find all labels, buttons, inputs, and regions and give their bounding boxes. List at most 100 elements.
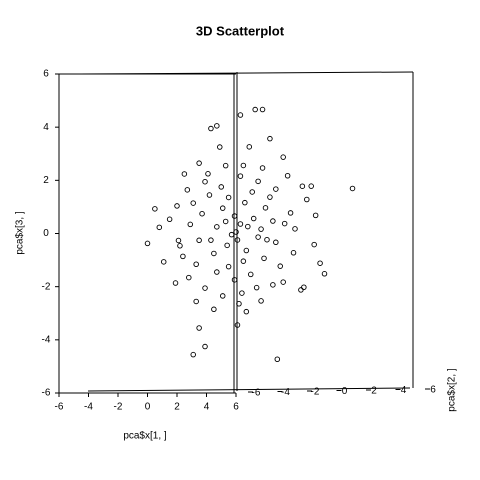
- z-tick-label: 4: [43, 122, 49, 133]
- point: [290, 250, 297, 256]
- y-axis-label: pca$x[2, ]: [447, 368, 458, 412]
- point: [225, 263, 232, 270]
- point: [174, 203, 180, 209]
- z-tick-label: -6: [42, 388, 51, 399]
- x-tick-label: -2: [114, 402, 123, 413]
- point: [205, 171, 211, 177]
- x-tick-label: -6: [55, 402, 64, 413]
- point: [190, 351, 196, 358]
- point: [259, 106, 266, 113]
- point: [234, 237, 241, 243]
- x-tick-label: 6: [233, 402, 239, 413]
- point: [308, 183, 314, 189]
- z-tick-label: 0: [43, 228, 49, 239]
- point: [181, 171, 188, 177]
- point: [273, 186, 279, 192]
- point: [214, 123, 220, 129]
- point: [317, 260, 323, 266]
- point: [156, 224, 163, 231]
- point: [196, 160, 202, 166]
- point: [287, 210, 294, 216]
- point: [255, 234, 261, 240]
- point: [321, 271, 328, 277]
- point: [273, 239, 279, 246]
- point: [187, 221, 194, 228]
- point: [214, 269, 220, 275]
- point: [193, 298, 199, 305]
- point: [245, 223, 251, 230]
- box-bottom-back: [87, 387, 411, 392]
- point: [277, 263, 284, 269]
- point: [231, 277, 238, 283]
- point: [224, 242, 230, 249]
- y-tick-label: 0: [342, 386, 348, 397]
- point: [196, 325, 202, 331]
- point: [292, 226, 298, 232]
- point: [217, 144, 223, 150]
- point: [222, 218, 229, 225]
- point: [247, 271, 254, 278]
- point: [284, 172, 291, 179]
- point: [202, 285, 208, 291]
- point: [242, 199, 248, 206]
- point: [193, 261, 199, 268]
- point: [152, 206, 158, 212]
- point: [261, 255, 267, 262]
- point: [298, 287, 304, 293]
- point: [252, 106, 258, 113]
- point: [270, 218, 276, 224]
- point: [280, 154, 286, 160]
- point: [196, 237, 202, 244]
- point: [219, 205, 226, 211]
- point: [184, 187, 191, 193]
- point: [231, 213, 238, 219]
- point: [349, 185, 356, 192]
- point: [258, 298, 264, 304]
- point: [240, 258, 247, 264]
- point: [239, 290, 245, 296]
- point: [233, 229, 239, 235]
- point: [312, 212, 319, 219]
- z-axis-label: pca$x[3, ]: [15, 211, 26, 255]
- chart-title: 3D Scatterplot: [196, 23, 285, 38]
- x-tick-label: 0: [145, 402, 151, 413]
- point: [267, 194, 273, 200]
- point: [267, 135, 273, 142]
- point: [177, 243, 183, 249]
- point: [240, 162, 247, 169]
- point: [311, 241, 317, 248]
- point: [180, 253, 186, 260]
- point: [208, 237, 214, 243]
- point: [175, 237, 182, 244]
- point: [206, 192, 213, 198]
- point: [219, 293, 226, 299]
- point: [246, 144, 253, 150]
- point: [222, 162, 229, 169]
- point: [228, 231, 235, 238]
- point: [237, 221, 244, 227]
- point: [280, 279, 286, 285]
- y-tick-label: -4: [281, 387, 290, 398]
- point: [274, 356, 281, 363]
- point: [172, 280, 179, 286]
- z-tick-label: 6: [43, 69, 49, 80]
- point: [243, 308, 250, 315]
- point: [236, 301, 242, 307]
- point: [225, 194, 232, 201]
- point: [301, 284, 307, 291]
- point: [255, 178, 261, 185]
- y-tick-label: 2: [371, 386, 377, 397]
- x-tick-label: 4: [204, 402, 210, 413]
- point: [258, 226, 264, 232]
- point: [211, 250, 217, 257]
- z-tick-label: -4: [42, 334, 51, 345]
- point: [160, 259, 167, 265]
- y-tick-label: -2: [311, 387, 320, 398]
- x-tick-label: 2: [174, 402, 180, 413]
- point: [211, 306, 217, 313]
- y-tick-label: 6: [430, 385, 436, 396]
- point: [299, 183, 306, 189]
- point: [253, 284, 260, 291]
